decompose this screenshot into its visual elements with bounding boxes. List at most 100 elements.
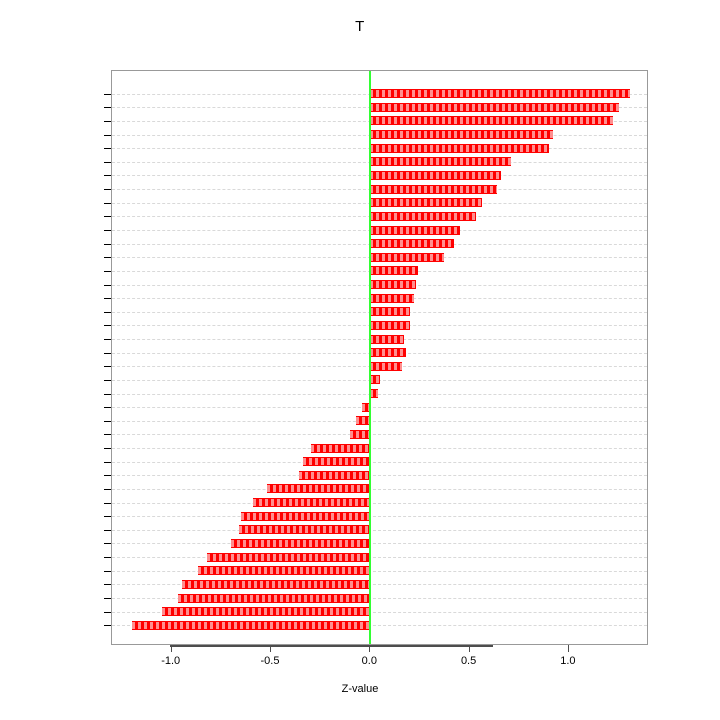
- bar[interactable]: [356, 416, 371, 426]
- value-axis: -1.0 -0.5 0.0 0.5 1.0: [111, 645, 648, 667]
- bar[interactable]: [161, 607, 371, 617]
- bar[interactable]: [370, 334, 405, 344]
- bar[interactable]: [350, 429, 371, 439]
- bar[interactable]: [370, 293, 414, 303]
- category-tick: [104, 462, 111, 463]
- bar[interactable]: [197, 566, 371, 576]
- bar[interactable]: [370, 170, 502, 180]
- gridline: [112, 598, 647, 599]
- value-tick: [468, 645, 470, 652]
- bar[interactable]: [370, 361, 403, 371]
- page-title: T: [355, 18, 365, 35]
- bar[interactable]: [253, 498, 371, 508]
- value-axis-title: Z-value: [341, 683, 379, 695]
- value-tick-label: -0.5: [260, 655, 280, 667]
- bar[interactable]: [370, 307, 411, 317]
- zero-line-layer: [112, 71, 647, 644]
- bar[interactable]: [370, 116, 613, 126]
- gridline: [112, 503, 647, 504]
- category-tick: [104, 230, 111, 231]
- value-tick: [567, 645, 569, 652]
- bar[interactable]: [231, 538, 371, 548]
- bar[interactable]: [370, 239, 455, 249]
- category-tick: [104, 189, 111, 190]
- bar[interactable]: [370, 184, 498, 194]
- bar[interactable]: [298, 470, 371, 480]
- category-tick: [104, 366, 111, 367]
- category-tick: [104, 503, 111, 504]
- category-tick: [104, 298, 111, 299]
- category-tick: [104, 285, 111, 286]
- bar[interactable]: [310, 443, 371, 453]
- gridline: [112, 394, 647, 395]
- category-tick: [104, 380, 111, 381]
- category-tick: [104, 121, 111, 122]
- category-tick: [104, 257, 111, 258]
- category-tick: [104, 325, 111, 326]
- category-tick: [104, 598, 111, 599]
- bar[interactable]: [362, 402, 371, 412]
- category-tick: [104, 516, 111, 517]
- category-tick: [104, 216, 111, 217]
- bar[interactable]: [239, 525, 371, 535]
- value-axis-line: [170, 645, 493, 647]
- bar[interactable]: [302, 457, 371, 467]
- gridline: [112, 475, 647, 476]
- bar[interactable]: [181, 579, 371, 589]
- category-tick: [104, 543, 111, 544]
- bar[interactable]: [370, 252, 445, 262]
- zero-reference-line: [369, 71, 372, 644]
- gridline: [112, 612, 647, 613]
- gridline: [112, 625, 647, 626]
- category-tick: [104, 203, 111, 204]
- category-tick: [104, 530, 111, 531]
- bar[interactable]: [370, 198, 482, 208]
- category-tick: [104, 148, 111, 149]
- category-tick: [104, 625, 111, 626]
- category-tick: [104, 339, 111, 340]
- gridline: [112, 448, 647, 449]
- gridline: [112, 421, 647, 422]
- bar[interactable]: [370, 266, 418, 276]
- bar[interactable]: [177, 593, 371, 603]
- bar[interactable]: [370, 130, 553, 140]
- category-tick: [104, 135, 111, 136]
- bar[interactable]: [370, 280, 416, 290]
- category-tick: [104, 271, 111, 272]
- category-tick: [104, 584, 111, 585]
- bar[interactable]: [370, 89, 631, 99]
- category-tick: [104, 353, 111, 354]
- value-tick-label: 1.0: [560, 655, 576, 667]
- category-tick: [104, 489, 111, 490]
- category-tick: [104, 475, 111, 476]
- bar[interactable]: [370, 102, 619, 112]
- bar[interactable]: [370, 389, 379, 399]
- bar[interactable]: [267, 484, 371, 494]
- category-tick: [104, 571, 111, 572]
- bar[interactable]: [370, 211, 476, 221]
- category-tick: [104, 175, 111, 176]
- category-tick: [104, 94, 111, 95]
- bar[interactable]: [370, 157, 512, 167]
- category-tick: [104, 162, 111, 163]
- bar[interactable]: [241, 511, 371, 521]
- bar[interactable]: [370, 143, 550, 153]
- category-tick: [104, 448, 111, 449]
- bar[interactable]: [131, 620, 371, 630]
- bar[interactable]: [207, 552, 371, 562]
- gridline: [112, 543, 647, 544]
- bar[interactable]: [370, 375, 381, 385]
- category-tick: [104, 394, 111, 395]
- bars-layer: [112, 71, 647, 644]
- value-tick: [270, 645, 271, 652]
- bar[interactable]: [370, 225, 461, 235]
- category-tick: [104, 612, 111, 613]
- category-tick: [104, 421, 111, 422]
- bar[interactable]: [370, 320, 411, 330]
- gridline: [112, 407, 647, 408]
- bar[interactable]: [370, 348, 407, 358]
- category-tick: [104, 312, 111, 313]
- gridline: [112, 584, 647, 585]
- gridline: [112, 571, 647, 572]
